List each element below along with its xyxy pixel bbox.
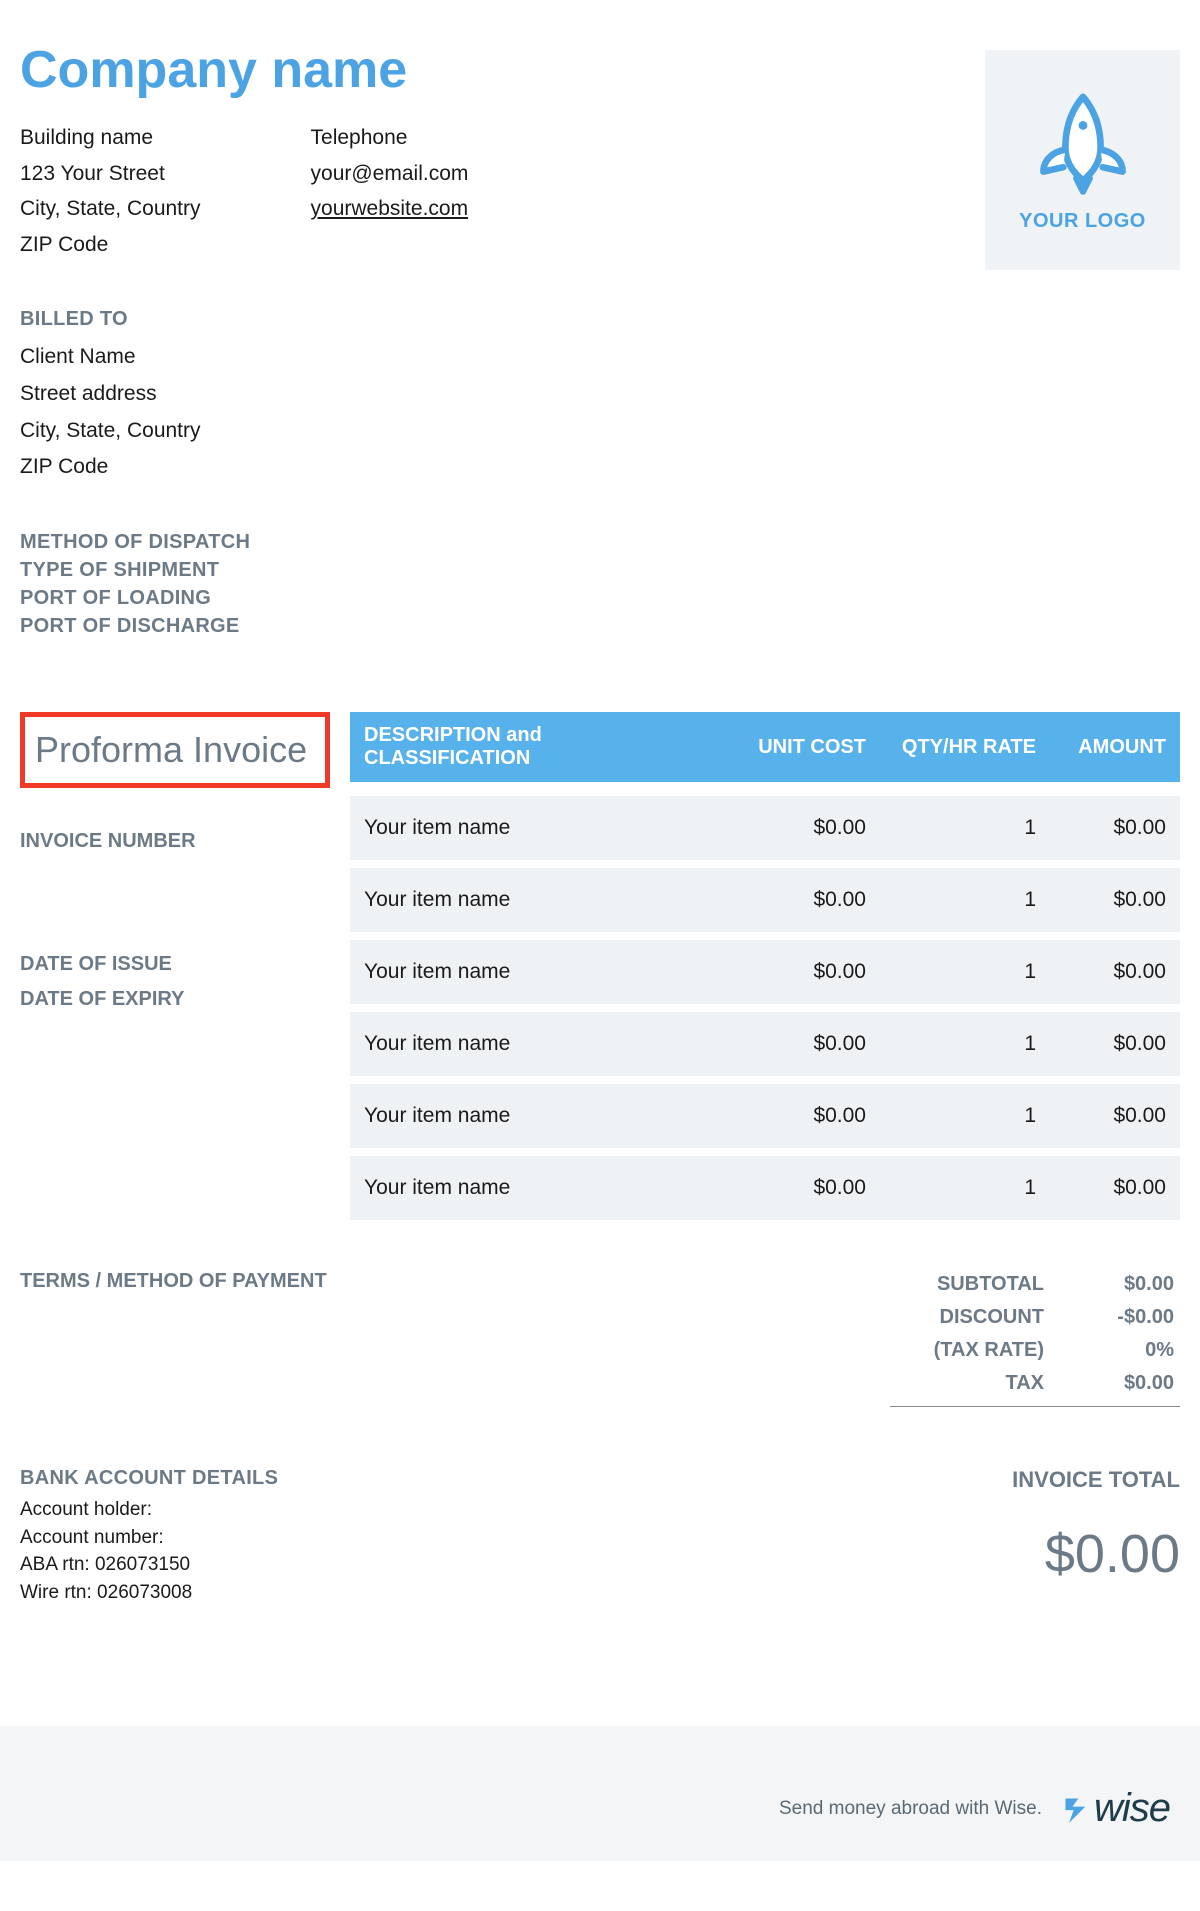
item-cost: $0.00: [706, 816, 866, 840]
client-zip: ZIP Code: [20, 449, 1180, 486]
table-row: Your item name$0.001$0.00: [350, 796, 1180, 860]
method-of-dispatch-label: METHOD OF DISPATCH: [20, 528, 1180, 556]
company-website-link[interactable]: yourwebsite.com: [311, 197, 469, 220]
invoice-number-label: INVOICE NUMBER: [20, 830, 340, 853]
company-name: Company name: [20, 40, 985, 100]
table-row: Your item name$0.001$0.00: [350, 1156, 1180, 1220]
item-cost: $0.00: [706, 1104, 866, 1128]
table-row: Your item name$0.001$0.00: [350, 1012, 1180, 1076]
company-email: your@email.com: [311, 156, 469, 192]
item-qty: 1: [866, 960, 1036, 984]
totals-block: SUBTOTAL $0.00 DISCOUNT -$0.00 (TAX RATE…: [350, 1268, 1180, 1407]
wise-flag-icon: [1062, 1795, 1090, 1823]
company-telephone: Telephone: [311, 120, 469, 156]
item-amount: $0.00: [1036, 1032, 1166, 1056]
bank-wire: Wire rtn: 026073008: [20, 1579, 1012, 1607]
tax-label: TAX: [844, 1372, 1044, 1395]
item-cost: $0.00: [706, 960, 866, 984]
item-desc: Your item name: [364, 1176, 706, 1200]
logo-text: YOUR LOGO: [1019, 210, 1146, 233]
discount-value: -$0.00: [1044, 1306, 1174, 1329]
company-city: City, State, Country: [20, 191, 201, 227]
subtotal-label: SUBTOTAL: [844, 1273, 1044, 1296]
billed-to-label: BILLED TO: [20, 308, 1180, 331]
header-amount: AMOUNT: [1036, 736, 1166, 759]
item-cost: $0.00: [706, 1176, 866, 1200]
logo-placeholder: YOUR LOGO: [985, 50, 1180, 270]
item-desc: Your item name: [364, 1104, 706, 1128]
item-qty: 1: [866, 1032, 1036, 1056]
discount-label: DISCOUNT: [844, 1306, 1044, 1329]
item-amount: $0.00: [1036, 1104, 1166, 1128]
port-of-discharge-label: PORT OF DISCHARGE: [20, 612, 1180, 640]
table-row: Your item name$0.001$0.00: [350, 1084, 1180, 1148]
item-desc: Your item name: [364, 960, 706, 984]
invoice-title: Proforma Invoice: [35, 729, 315, 771]
company-contact: Telephone your@email.com yourwebsite.com: [311, 120, 469, 263]
header-unit-cost: UNIT COST: [706, 736, 866, 759]
item-qty: 1: [866, 1104, 1036, 1128]
item-amount: $0.00: [1036, 816, 1166, 840]
item-cost: $0.00: [706, 888, 866, 912]
items-table-header: DESCRIPTION and CLASSIFICATION UNIT COST…: [350, 712, 1180, 782]
invoice-total-label: INVOICE TOTAL: [1012, 1467, 1180, 1493]
company-building: Building name: [20, 120, 201, 156]
invoice-total-value: $0.00: [1012, 1523, 1180, 1585]
footer-text: Send money abroad with Wise.: [779, 1798, 1042, 1820]
tax-value: $0.00: [1044, 1372, 1174, 1395]
item-cost: $0.00: [706, 1032, 866, 1056]
company-address: Building name 123 Your Street City, Stat…: [20, 120, 201, 263]
client-street: Street address: [20, 376, 1180, 413]
footer: Send money abroad with Wise. wise: [0, 1726, 1200, 1861]
subtotal-value: $0.00: [1044, 1273, 1174, 1296]
tax-rate-value: 0%: [1044, 1339, 1174, 1362]
item-amount: $0.00: [1036, 1176, 1166, 1200]
invoice-title-highlight: Proforma Invoice: [20, 712, 330, 788]
header-qty: QTY/HR RATE: [866, 736, 1036, 759]
bank-holder: Account holder:: [20, 1496, 1012, 1524]
date-of-expiry-label: DATE OF EXPIRY: [20, 988, 340, 1011]
port-of-loading-label: PORT OF LOADING: [20, 584, 1180, 612]
item-qty: 1: [866, 888, 1036, 912]
rocket-icon: [1028, 88, 1138, 198]
terms-label: TERMS / METHOD OF PAYMENT: [20, 1270, 340, 1293]
totals-divider: [890, 1406, 1180, 1407]
item-amount: $0.00: [1036, 960, 1166, 984]
company-street: 123 Your Street: [20, 156, 201, 192]
item-desc: Your item name: [364, 888, 706, 912]
bank-number: Account number:: [20, 1524, 1012, 1552]
items-table-body: Your item name$0.001$0.00Your item name$…: [350, 796, 1180, 1220]
tax-rate-label: (TAX RATE): [844, 1339, 1044, 1362]
bank-details-label: BANK ACCOUNT DETAILS: [20, 1467, 1012, 1490]
item-desc: Your item name: [364, 1032, 706, 1056]
header-description: DESCRIPTION and CLASSIFICATION: [364, 724, 706, 770]
wise-logo: wise: [1062, 1786, 1170, 1831]
client-name: Client Name: [20, 339, 1180, 376]
company-zip: ZIP Code: [20, 227, 201, 263]
type-of-shipment-label: TYPE OF SHIPMENT: [20, 556, 1180, 584]
table-row: Your item name$0.001$0.00: [350, 868, 1180, 932]
item-qty: 1: [866, 1176, 1036, 1200]
table-row: Your item name$0.001$0.00: [350, 940, 1180, 1004]
item-amount: $0.00: [1036, 888, 1166, 912]
date-of-issue-label: DATE OF ISSUE: [20, 953, 340, 976]
item-desc: Your item name: [364, 816, 706, 840]
bank-aba: ABA rtn: 026073150: [20, 1551, 1012, 1579]
item-qty: 1: [866, 816, 1036, 840]
client-city: City, State, Country: [20, 413, 1180, 450]
